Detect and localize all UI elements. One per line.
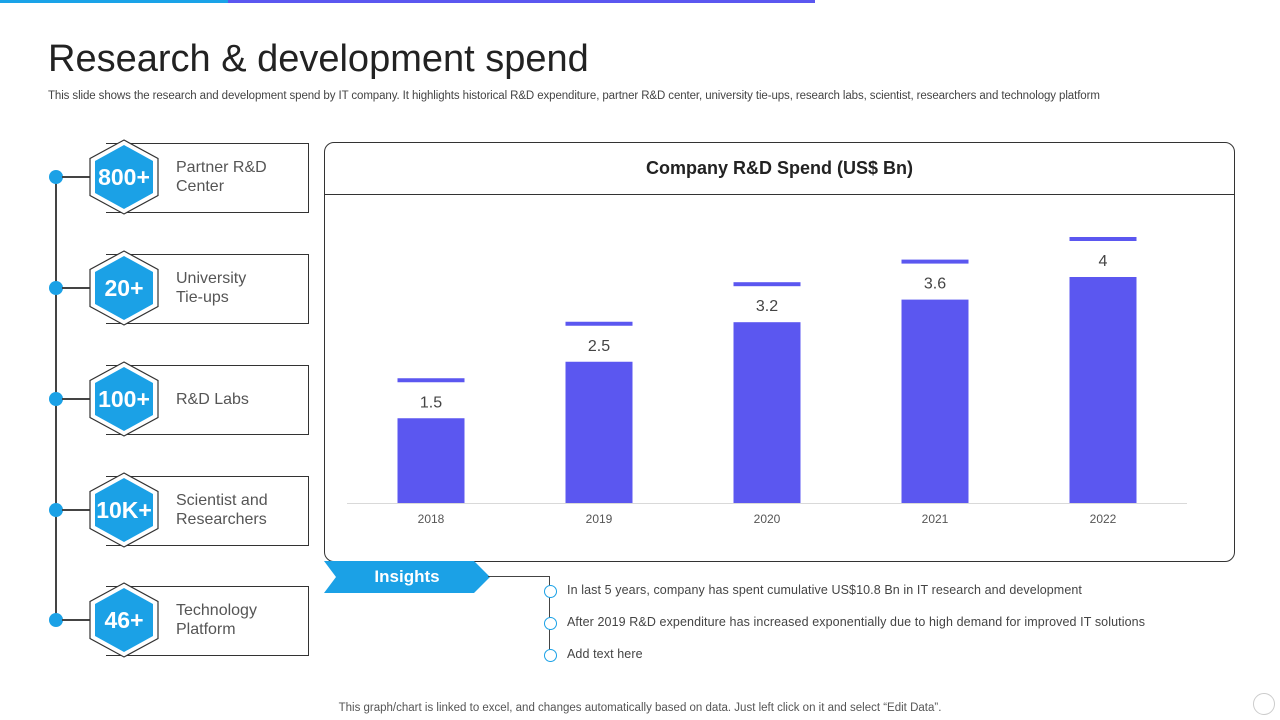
hexagon-icon <box>89 139 159 215</box>
bar-2020[interactable] <box>733 322 801 503</box>
bar-2021[interactable] <box>901 299 969 503</box>
insights-connector <box>488 576 550 577</box>
bar-cap-2019 <box>565 321 633 326</box>
bar-2022[interactable] <box>1069 277 1137 503</box>
stat-dot <box>49 613 63 627</box>
stat-connector <box>62 287 96 289</box>
insight-text: Add text here <box>567 647 643 661</box>
page-subtitle: This slide shows the research and develo… <box>48 90 1100 102</box>
hexagon-icon <box>89 472 159 548</box>
footer-note: This graph/chart is linked to excel, and… <box>338 702 942 714</box>
stat-value: 20+ <box>104 275 144 301</box>
hexagon-icon <box>89 250 159 326</box>
stat-dot <box>49 170 63 184</box>
stat-label: Scientist and Researchers <box>176 492 268 528</box>
top-accent-bar <box>0 0 815 3</box>
hexagon-icon <box>89 361 159 437</box>
data-label-2021: 3.6 <box>924 276 946 293</box>
stat-value: 800+ <box>98 164 150 190</box>
chart-panel: Company R&D Spend (US$ Bn) 1.5 2018 2.5 201… <box>324 142 1235 562</box>
data-label-2020: 3.2 <box>756 298 778 315</box>
x-tick-label-2021: 2021 <box>922 512 949 526</box>
stat-label: University Tie-ups <box>176 270 247 306</box>
x-tick-label-2018: 2018 <box>418 512 445 526</box>
bar-cap-2021 <box>901 259 969 264</box>
x-tick-label-2019: 2019 <box>586 512 613 526</box>
stat-value: 100+ <box>98 386 150 412</box>
bar-2019[interactable] <box>565 361 633 503</box>
stat-university-tie-ups: 20+ University Tie-ups <box>48 250 310 326</box>
stat-dot <box>49 503 63 517</box>
stat-connector <box>62 398 96 400</box>
insight-bullet <box>544 649 557 662</box>
insight-text: In last 5 years, company has spent cumul… <box>567 583 1082 597</box>
x-tick-label-2022: 2022 <box>1090 512 1117 526</box>
stat-connector <box>62 619 96 621</box>
data-label-2022: 4 <box>1099 253 1108 270</box>
stat-dot <box>49 392 63 406</box>
insights-tag-shape <box>324 561 490 593</box>
bar-cap-2018 <box>397 378 465 383</box>
stat-rd-labs: 100+ R&D Labs <box>48 361 310 437</box>
stat-partner-rd-center: 800+ Partner R&D Center <box>48 139 310 215</box>
stat-label: R&D Labs <box>176 391 249 408</box>
stat-scientists-researchers: 10K+ Scientist and Researchers <box>48 472 310 548</box>
x-tick-label-2020: 2020 <box>754 512 781 526</box>
corner-circle-icon <box>1253 693 1275 715</box>
data-label-2019: 2.5 <box>588 338 610 355</box>
bar-cap-2022 <box>1069 237 1137 241</box>
stat-technology-platform: 46+ Technology Platform <box>48 582 310 658</box>
insights-label: Insights <box>374 567 440 586</box>
hexagon-icon <box>89 582 159 658</box>
stat-connector <box>62 176 96 178</box>
stat-value: 10K+ <box>96 497 152 523</box>
bar-2018[interactable] <box>397 418 465 503</box>
insight-bullet <box>544 617 557 630</box>
insight-bullet <box>544 585 557 598</box>
data-label-2018: 1.5 <box>420 394 442 411</box>
bar-chart[interactable]: 1.5 2018 2.5 2019 3.2 2020 3.6 2021 4 2022 <box>325 143 1234 561</box>
stat-value: 46+ <box>104 607 144 633</box>
page-title: Research & development spend <box>48 38 589 80</box>
stat-dot <box>49 281 63 295</box>
stat-connector <box>62 509 96 511</box>
insight-text: After 2019 R&D expenditure has increased… <box>567 615 1146 629</box>
stat-label: Partner R&D Center <box>176 159 267 195</box>
stat-label: Technology Platform <box>176 602 257 638</box>
bar-cap-2020 <box>733 282 801 287</box>
chart-title: Company R&D Spend (US$ Bn) <box>325 143 1234 195</box>
insights-timeline <box>549 576 550 656</box>
